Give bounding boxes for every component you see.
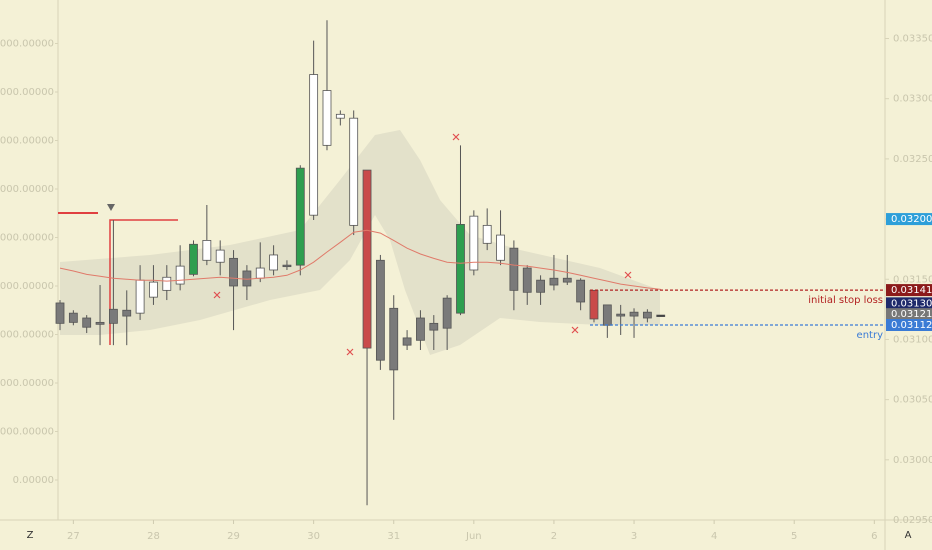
candle-body	[616, 313, 626, 317]
marker-triangle	[107, 204, 115, 211]
price-label: 0.03112	[891, 320, 932, 331]
candle-body	[269, 254, 278, 271]
moving-average	[59, 229, 661, 290]
x-tick-label: Jun	[465, 531, 482, 542]
y2-tick-label: 0.03250	[893, 154, 932, 165]
candle-body	[375, 259, 385, 361]
y-tick-label: 8000.00000	[0, 87, 54, 98]
y2-tick-label: 0.03150	[893, 274, 932, 285]
candle-body	[95, 321, 105, 325]
price-label-bg	[886, 319, 932, 331]
x-tick-label: 4	[711, 531, 717, 542]
candle-body	[135, 279, 145, 314]
y2-tick-label: 0.03100	[893, 334, 932, 345]
candle-body	[509, 247, 519, 291]
x-tick-label: 5	[791, 531, 797, 542]
candle-body	[149, 281, 158, 298]
y-tick-label: 5000.00000	[0, 232, 54, 243]
candle-body	[295, 167, 305, 266]
candle-body	[162, 276, 172, 291]
y-tick-label: 3000.00000	[0, 329, 54, 340]
y-tick-label: 7000.00000	[0, 135, 54, 146]
y-tick-label: 0.00000	[13, 475, 54, 486]
candle-body	[309, 74, 319, 216]
candle-body	[282, 264, 292, 268]
candle-body	[602, 304, 612, 326]
candle-body	[55, 302, 65, 324]
candle-body	[536, 279, 545, 293]
level-label: initial stop loss	[808, 295, 883, 306]
price-label: 0.03130	[891, 298, 932, 309]
candle-body	[362, 169, 372, 349]
x-tick-label: 29	[227, 531, 240, 542]
candle-body	[522, 267, 532, 293]
x-tick-label: 28	[147, 531, 160, 542]
y-tick-label: 9000.00000	[0, 39, 54, 50]
y2-tick-label: 0.02950	[893, 515, 932, 526]
toolbar-label[interactable]: A	[905, 530, 912, 541]
candle-body	[255, 267, 265, 279]
x-tick-label: 30	[307, 531, 320, 542]
candle-body	[642, 311, 652, 319]
candle-body	[402, 337, 412, 346]
level-label: entry	[857, 330, 884, 341]
candle-body	[429, 322, 439, 331]
toolbar-label[interactable]: Z	[27, 530, 34, 541]
y2-tick-label: 0.03000	[893, 455, 932, 466]
candle-body	[496, 234, 505, 261]
y-tick-label: 6000.00000	[0, 184, 54, 195]
price-label-bg	[886, 297, 932, 310]
candle-body	[202, 240, 212, 261]
candle-body	[456, 224, 465, 314]
candle-body	[189, 243, 198, 275]
candle-body	[576, 279, 586, 303]
candle-body	[68, 312, 78, 323]
drawing-line	[109, 219, 178, 345]
y2-tick-label: 0.03050	[893, 395, 932, 406]
candle-body	[229, 257, 238, 287]
y-tick-label: 4000.00000	[0, 281, 54, 292]
candle-body	[549, 277, 559, 286]
x-tick-label: 3	[631, 531, 637, 542]
price-label-bg	[886, 284, 932, 297]
candle-body	[82, 317, 92, 328]
x-tick-label: 2	[551, 531, 557, 542]
x-tick-label: 27	[67, 531, 80, 542]
candle-body	[416, 317, 425, 341]
candle-body	[122, 309, 132, 317]
candle-body	[469, 215, 479, 271]
candle-body	[589, 289, 599, 320]
candle-body	[482, 224, 492, 244]
candle-body	[322, 90, 332, 146]
candle-body	[629, 311, 639, 317]
candle-body	[656, 314, 666, 317]
candle-body	[335, 113, 345, 119]
candle-body	[109, 308, 118, 324]
price-label-bg	[886, 213, 932, 226]
candle-body	[349, 117, 359, 226]
price-label-bg	[886, 308, 932, 321]
candle-body	[389, 307, 399, 371]
candle-body	[175, 265, 185, 285]
candle-body	[215, 249, 225, 263]
candle-body	[242, 270, 252, 287]
x-tick-label: 31	[387, 531, 400, 542]
candle-body	[562, 277, 572, 283]
y2-tick-label: 0.03300	[893, 94, 932, 105]
price-label: 0.03141	[891, 285, 932, 296]
candle-body	[442, 297, 452, 329]
price-label: 0.03200	[891, 214, 932, 225]
cloud-band	[60, 130, 660, 355]
price-label: 0.03121	[891, 309, 932, 320]
y2-tick-label: 0.03350	[893, 34, 932, 45]
x-tick-label: 6	[871, 531, 877, 542]
x-markers	[213, 133, 632, 356]
